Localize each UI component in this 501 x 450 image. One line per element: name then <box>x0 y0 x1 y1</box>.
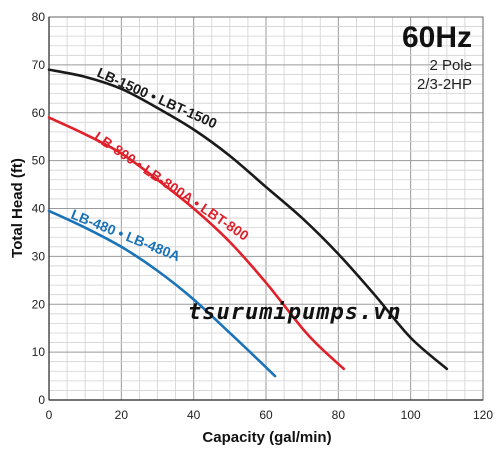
info-power: 2/3-2HP <box>417 76 472 93</box>
y-tick-labels: 0 10 20 30 40 50 60 70 80 <box>32 10 46 407</box>
y-tick-label: 10 <box>32 345 46 359</box>
y-axis-title: Total Head (ft) <box>9 158 26 258</box>
y-tick-label: 70 <box>32 58 46 72</box>
x-tick-label: 60 <box>259 408 273 422</box>
y-tick-label: 40 <box>32 202 46 216</box>
y-tick-label: 0 <box>38 393 45 407</box>
series-curve-lb480 <box>47 209 277 378</box>
series-curve-lb800 <box>47 116 346 371</box>
info-frequency: 60Hz <box>402 21 472 54</box>
x-tick-labels: 0 20 40 60 80 100 120 <box>46 408 494 422</box>
info-poles: 2 Pole <box>429 57 472 74</box>
series-curve-lb1500 <box>47 68 449 371</box>
series-curves <box>47 68 449 378</box>
x-tick-label: 20 <box>115 408 129 422</box>
y-tick-label: 20 <box>32 297 46 311</box>
x-tick-label: 120 <box>473 408 493 422</box>
info-box: 60Hz 2 Pole 2/3-2HP <box>402 21 472 93</box>
y-tick-label: 30 <box>32 249 46 263</box>
y-tick-label: 50 <box>32 154 46 168</box>
y-tick-label: 80 <box>32 10 46 24</box>
x-tick-label: 80 <box>332 408 346 422</box>
watermark: tsurumipumps.vn <box>188 300 402 325</box>
y-tick-label: 60 <box>32 106 46 120</box>
x-tick-label: 40 <box>187 408 201 422</box>
x-tick-label: 0 <box>46 408 53 422</box>
axes <box>48 16 484 401</box>
x-axis-title: Capacity (gal/min) <box>202 429 331 446</box>
series-label-lb480: LB-480 • LB-480A <box>69 206 183 264</box>
x-tick-label: 100 <box>401 408 421 422</box>
